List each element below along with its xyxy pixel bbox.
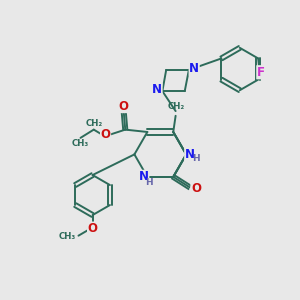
Text: N: N	[189, 62, 199, 75]
Text: N: N	[152, 83, 162, 96]
Text: O: O	[191, 182, 201, 195]
Text: F: F	[257, 66, 265, 79]
Text: O: O	[88, 222, 98, 235]
Text: N: N	[139, 170, 149, 183]
Text: N: N	[185, 148, 195, 161]
Text: CH₂: CH₂	[86, 119, 103, 128]
Text: CH₂: CH₂	[168, 102, 185, 111]
Text: CH₃: CH₃	[71, 139, 88, 148]
Text: CH₃: CH₃	[58, 232, 76, 241]
Text: H: H	[145, 178, 153, 187]
Text: O: O	[119, 100, 129, 112]
Text: O: O	[100, 128, 110, 141]
Text: H: H	[192, 154, 200, 163]
